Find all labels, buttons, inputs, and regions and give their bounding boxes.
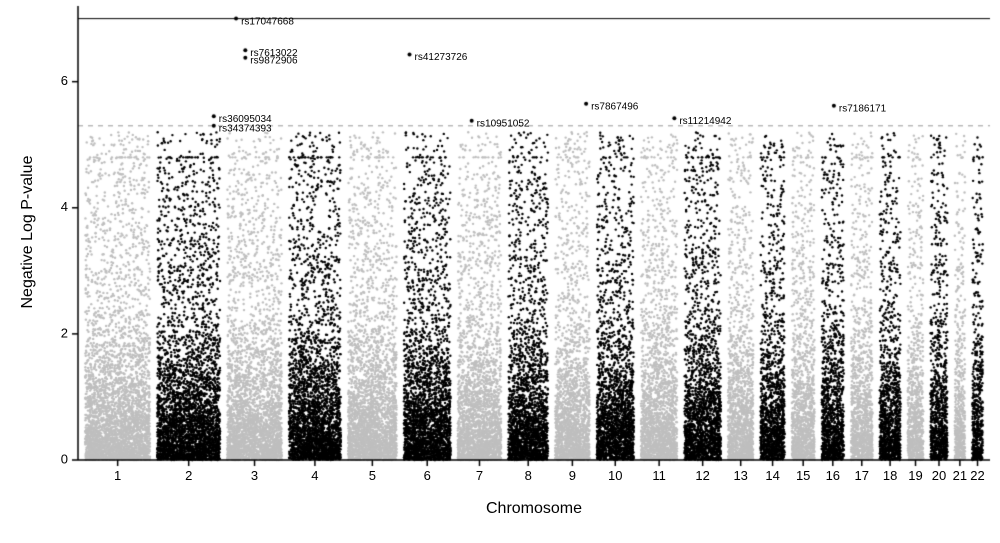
x-axis-title: Chromosome xyxy=(78,500,990,518)
plot-canvas xyxy=(0,0,1000,543)
y-axis-title: Negative Log P-value xyxy=(19,5,37,459)
manhattan-plot: 024612345678910111213141516171819202122r… xyxy=(0,0,1000,543)
